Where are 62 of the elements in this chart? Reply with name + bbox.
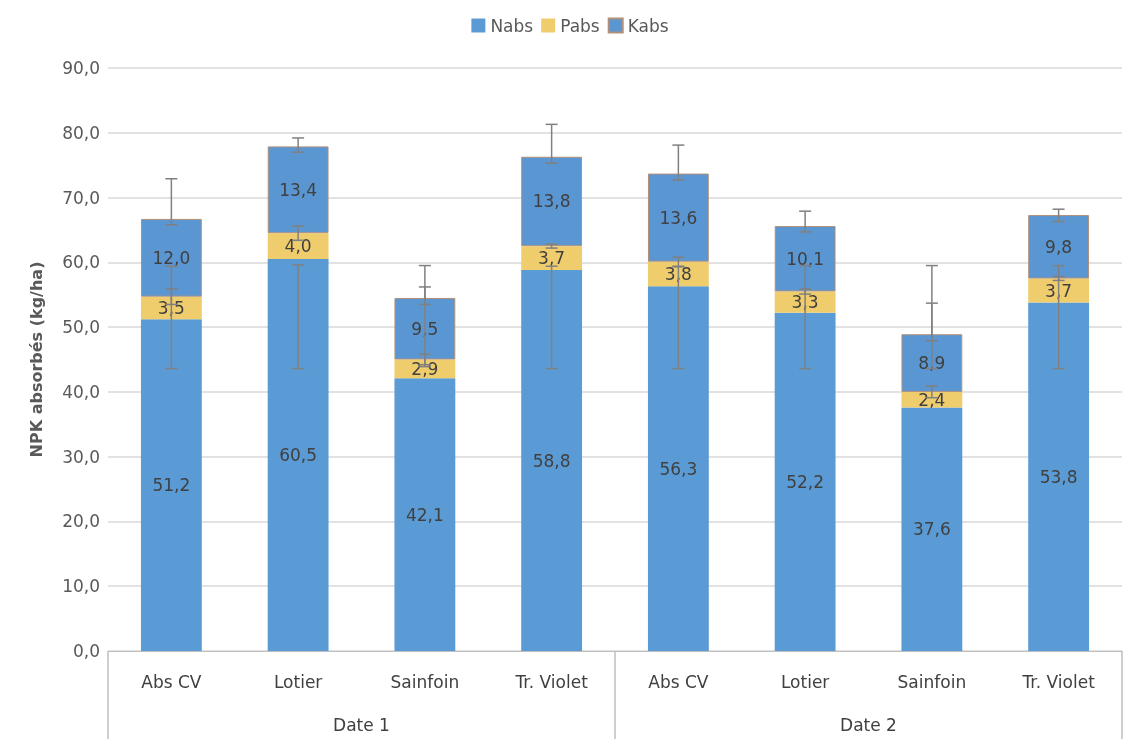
bar [1028, 215, 1090, 279]
legend-label: Pabs [560, 15, 600, 36]
text: Date 1 [333, 715, 390, 735]
y-tick-label: 90,0 [62, 58, 100, 78]
x-tick-label: Sainfoin [897, 671, 967, 692]
x-tick-label: Abs CV [648, 671, 709, 692]
data-label: 10,1 [786, 248, 825, 269]
bar [140, 218, 202, 297]
data-label: 13,6 [659, 207, 698, 228]
data-label: 13,8 [532, 191, 571, 212]
bar [394, 378, 456, 651]
x-tick-label: Tr. Violet [514, 671, 589, 692]
data-label: 9,8 [1045, 236, 1073, 257]
x-tick-label: Tr. Violet [1021, 671, 1096, 692]
bar [267, 146, 329, 234]
data-label: 2,9 [411, 358, 439, 379]
data-label: 52,2 [786, 471, 825, 492]
bar [901, 407, 963, 651]
data-label: 2,4 [918, 389, 946, 410]
bar [647, 286, 709, 651]
data-label: 13,4 [279, 179, 318, 200]
y-tick-label: 10,0 [62, 576, 100, 597]
data-label: 51,2 [152, 475, 191, 496]
legend-label: Kabs [627, 15, 669, 36]
bar [521, 270, 583, 651]
data-label: 37,6 [912, 519, 951, 540]
bar [647, 173, 709, 262]
y-tick-label: 0,0 [72, 641, 100, 661]
data-label: 56,3 [659, 458, 698, 479]
y-tick-label: 50,0 [62, 317, 100, 338]
y-tick-label: 30,0 [62, 446, 100, 467]
text: Date 2 [840, 715, 897, 735]
bar [521, 246, 583, 271]
data-label: 8,9 [918, 353, 946, 374]
bar [140, 319, 202, 651]
y-axis-title: NPK absorbés (kg/ha) [26, 261, 46, 458]
bar [394, 297, 456, 360]
bar [267, 259, 329, 651]
data-label: 9,5 [411, 318, 439, 339]
data-label: 60,5 [279, 445, 318, 466]
y-tick-label: 20,0 [62, 511, 100, 532]
data-label: 3,7 [538, 248, 566, 269]
bar [521, 156, 583, 247]
x-tick-label: Lotier [273, 671, 323, 692]
y-tick-label: 80,0 [62, 122, 100, 143]
y-tick-label: 70,0 [62, 187, 100, 208]
y-tick-label: 40,0 [62, 381, 100, 402]
data-label: 58,8 [532, 450, 571, 471]
data-label: 42,1 [405, 504, 444, 525]
bar [901, 334, 963, 392]
x-tick-label: Sainfoin [390, 671, 460, 692]
bar [774, 226, 836, 292]
data-label: 12,0 [152, 247, 191, 268]
x-tick-label: Lotier [780, 671, 830, 692]
y-tick-label: 60,0 [62, 252, 100, 273]
legend-label: Nabs [490, 15, 534, 36]
data-label: 53,8 [1039, 466, 1078, 487]
bar [267, 233, 329, 260]
bar [1028, 302, 1090, 651]
data-label: 4,0 [284, 236, 312, 257]
bar [774, 312, 836, 651]
x-tick-label: Abs CV [141, 671, 202, 692]
